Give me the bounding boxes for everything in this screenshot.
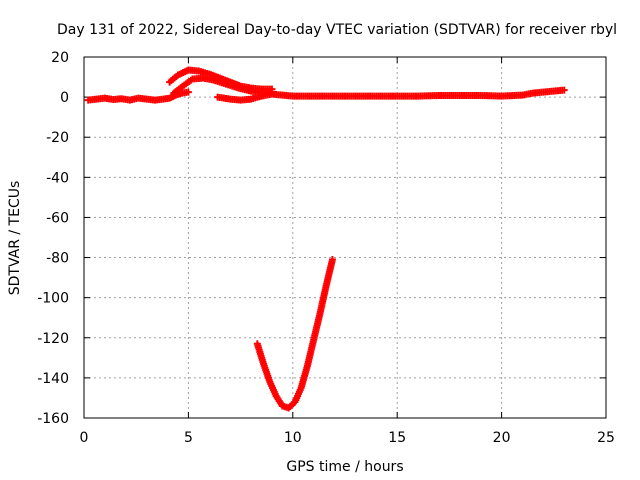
data-point: [560, 86, 568, 94]
x-axis-label: GPS time / hours: [286, 459, 403, 475]
y-tick-label: 0: [60, 90, 69, 106]
y-tick-label: -20: [46, 130, 69, 146]
x-tick-label: 10: [284, 430, 302, 446]
y-tick-label: -160: [37, 411, 69, 427]
axis-ticks: 0 5 10 15 20 25 -160 -140 -120 -100 -80 -60 -40 -20 0 2…: [37, 50, 615, 446]
y-tick-label: -60: [46, 210, 69, 226]
y-tick-label: -40: [46, 170, 69, 186]
y-tick-label: -120: [37, 331, 69, 347]
data-series: [84, 66, 568, 412]
x-tick-label: 20: [493, 430, 511, 446]
x-tick-label: 0: [80, 430, 89, 446]
x-tick-label: 15: [388, 430, 406, 446]
y-tick-label: -80: [46, 251, 69, 267]
plot-frame: [83, 56, 607, 419]
y-tick-label: 20: [51, 50, 69, 66]
y-tick-label: -140: [37, 371, 69, 387]
x-tick-label: 5: [184, 430, 193, 446]
chart-title: Day 131 of 2022, Sidereal Day-to-day VTE…: [57, 22, 617, 38]
y-tick-label: -100: [37, 291, 69, 307]
x-tick-label: 25: [597, 430, 615, 446]
grid: [84, 57, 606, 418]
data-point: [184, 88, 192, 96]
data-point: [328, 256, 336, 264]
y-axis-label: SDTVAR / TECUs: [7, 181, 23, 296]
